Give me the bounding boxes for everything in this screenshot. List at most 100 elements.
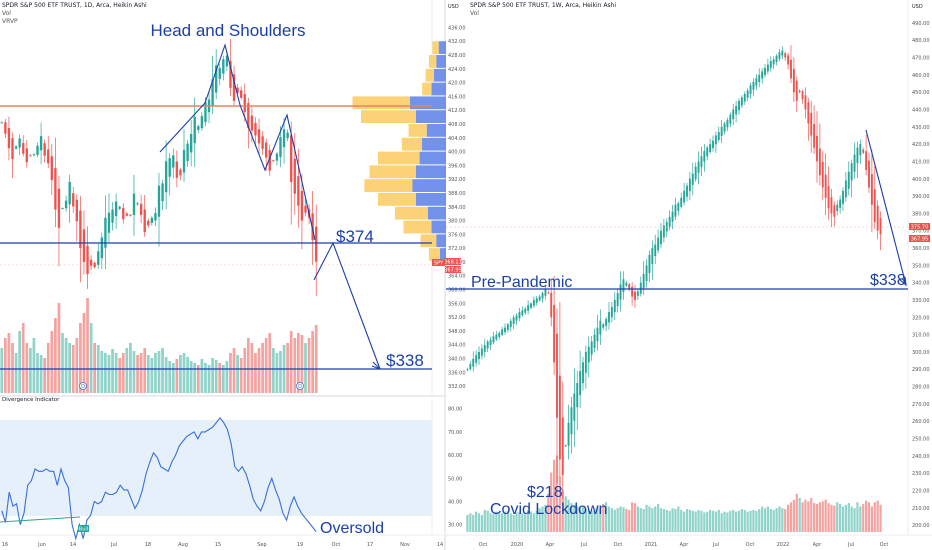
right-candle — [752, 81, 755, 90]
left-candle — [225, 55, 229, 67]
left-candle — [36, 145, 39, 155]
right-candle — [515, 315, 518, 321]
right-volume-bar — [763, 508, 767, 532]
right-candle — [781, 50, 784, 56]
right-volume-bar — [636, 506, 639, 532]
indicator-tick: 80.00 — [448, 407, 462, 413]
divergence-indicator-line — [1, 417, 317, 541]
right-volume-bar — [853, 508, 856, 532]
right-candle — [596, 327, 599, 342]
weekly-projection-line[interactable] — [865, 129, 907, 286]
profile-down-bar — [410, 96, 446, 110]
projection-path[interactable] — [313, 241, 381, 370]
right-price-tick: 410.00 — [912, 159, 930, 165]
right-volume-bar — [622, 507, 625, 532]
right-price-axis: 490.00 480.00 470.00 460.00 450.00 440.00 430.… — [909, 21, 930, 529]
left-chart-header[interactable]: SPDR S&P 500 ETF TRUST, 1D, Arca, Heikin… — [2, 2, 147, 9]
left-price-tick: 344.00 — [448, 343, 466, 349]
right-volume-bar — [862, 503, 865, 532]
left-volume-bar — [296, 333, 300, 393]
left-volume-bar — [61, 333, 64, 393]
right-candle — [466, 369, 469, 371]
dividend-marker-2[interactable] — [296, 382, 304, 390]
right-time-tick: Apr — [813, 542, 823, 548]
right-chart-header[interactable]: SPDR S&P 500 ETF TRUST, 1W, Arca, Heikin… — [470, 2, 617, 9]
left-price-tick: 360.00 — [448, 288, 466, 294]
spy-tag — [432, 259, 445, 266]
right-candle — [602, 324, 605, 328]
right-candle — [532, 299, 535, 306]
bull-divergence-line — [0, 516, 81, 523]
right-volume-bar — [804, 499, 807, 532]
right-time-tick: 2022 — [777, 542, 790, 548]
right-volume-bar — [535, 510, 538, 532]
left-volume-bar — [200, 359, 204, 393]
left-volume-bar — [179, 355, 182, 393]
right-volume-bar — [567, 499, 570, 532]
profile-up-bar — [425, 68, 434, 82]
left-volume-bar — [204, 363, 207, 393]
right-time-axis: Oct 2020 Apr Jul Oct 2021 Apr Jul Oct 2022 Apr Jul O… — [479, 542, 889, 548]
right-volume-bar — [737, 510, 741, 532]
right-volume-bar — [561, 489, 564, 532]
right-volume-bar — [798, 498, 801, 532]
left-price-tick: 376.00 — [448, 232, 466, 238]
profile-down-bar — [426, 124, 446, 137]
left-time-tick: Aug — [178, 542, 188, 548]
left-volume-bar — [25, 343, 29, 393]
right-candle — [766, 64, 769, 72]
profile-down-bar — [412, 179, 446, 192]
right-candle — [850, 163, 853, 181]
dividend-marker-1[interactable] — [79, 382, 87, 390]
right-volume-bar — [642, 509, 645, 532]
right-volume-bar — [830, 504, 833, 532]
right-volume-bar — [573, 504, 576, 532]
right-header-vol[interactable]: Vol — [470, 10, 479, 17]
right-volume-bar — [685, 509, 689, 532]
right-candle — [651, 248, 654, 265]
left-volume-bar — [14, 353, 18, 393]
left-volume-bar — [271, 348, 275, 393]
left-volume-bar — [264, 338, 268, 393]
left-header-vol[interactable]: Vol — [2, 10, 11, 17]
right-volume-bar — [515, 512, 518, 532]
right-volume-bar — [527, 509, 530, 532]
right-volume-bar — [758, 509, 761, 532]
right-candle — [544, 289, 547, 296]
left-candle — [122, 207, 125, 220]
left-volume-bar — [289, 331, 293, 393]
indicator-tick: 40.00 — [448, 500, 462, 506]
right-candle — [743, 93, 746, 102]
left-volume-bar — [118, 358, 122, 393]
right-price-tick: 260.00 — [912, 419, 930, 425]
right-volume-bar — [772, 509, 775, 532]
left-candle — [236, 87, 239, 93]
right-volume-bar — [865, 500, 868, 532]
right-volume-bar — [766, 506, 769, 532]
left-volume-bar — [300, 335, 304, 393]
left-header-vrvp[interactable]: VRVP — [2, 18, 18, 25]
left-volume-bar — [129, 343, 132, 393]
left-price-tick: 364.00 — [448, 274, 466, 280]
right-candle — [671, 211, 674, 222]
right-volume-bar — [683, 511, 686, 532]
right-volume-bar — [879, 504, 882, 532]
right-volume-bar — [723, 511, 726, 532]
left-price-tick: 400.00 — [448, 150, 466, 156]
indicator-band — [0, 420, 432, 516]
head-and-shoulders-trace[interactable] — [159, 43, 316, 241]
left-candle — [54, 168, 57, 210]
right-candle — [654, 244, 657, 257]
left-volume-bar — [136, 355, 139, 393]
left-candle — [125, 213, 129, 216]
right-candle — [605, 319, 608, 326]
right-volume-bar — [659, 508, 663, 532]
right-volume-bar — [506, 510, 509, 532]
right-price-tick: 420.00 — [912, 142, 930, 148]
right-time-tick: Oct — [880, 542, 889, 548]
left-candle — [114, 201, 118, 217]
left-volume-bar — [146, 355, 150, 393]
right-volume-bar — [743, 509, 746, 532]
left-time-tick: 14 — [437, 542, 443, 548]
